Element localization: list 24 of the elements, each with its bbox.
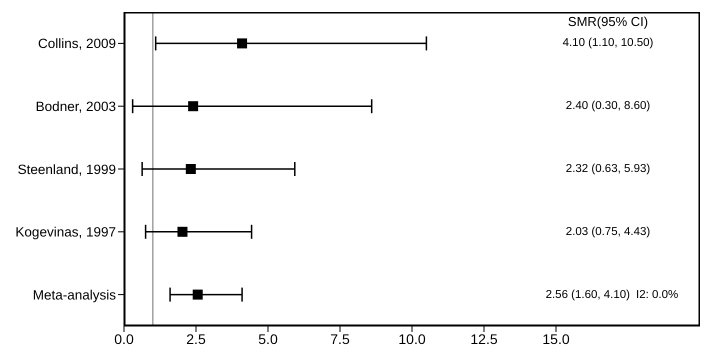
annotation: 2.40 (0.30, 8.60)	[564, 99, 652, 114]
annotation: 4.10 (1.10, 10.50)	[562, 36, 654, 50]
annotation: 2.03 (0.75, 4.43)	[564, 224, 652, 239]
point	[177, 226, 188, 237]
y-tick-label: Kogevinas, 1997	[15, 224, 116, 240]
x-tick-label: 0.0	[114, 330, 134, 347]
point	[237, 38, 248, 48]
point	[186, 164, 196, 174]
x-tick-label: 7.5	[330, 330, 350, 347]
annotation: I2: 0.0%	[636, 288, 678, 302]
point	[192, 290, 203, 300]
y-tick-label: Meta-analysis	[32, 287, 116, 302]
point	[188, 101, 198, 112]
y-tick-label: Collins, 2009	[38, 36, 116, 52]
annotation: SMR(95% CI)	[566, 14, 650, 29]
y-tick-label: Steenland, 1999	[18, 162, 116, 177]
annotation: 2.56 (1.60, 4.10)	[546, 288, 630, 302]
annotation: 2.32 (0.63, 5.93)	[564, 162, 652, 176]
x-tick-label: 10.0	[398, 330, 426, 347]
y-tick-label: Bodner, 2003	[36, 98, 116, 114]
x-tick-label: 5.0	[258, 330, 278, 347]
x-tick-label: 12.5	[470, 330, 498, 347]
x-tick-label: 15.0	[542, 330, 570, 347]
x-tick-label: 2.5	[186, 330, 206, 347]
